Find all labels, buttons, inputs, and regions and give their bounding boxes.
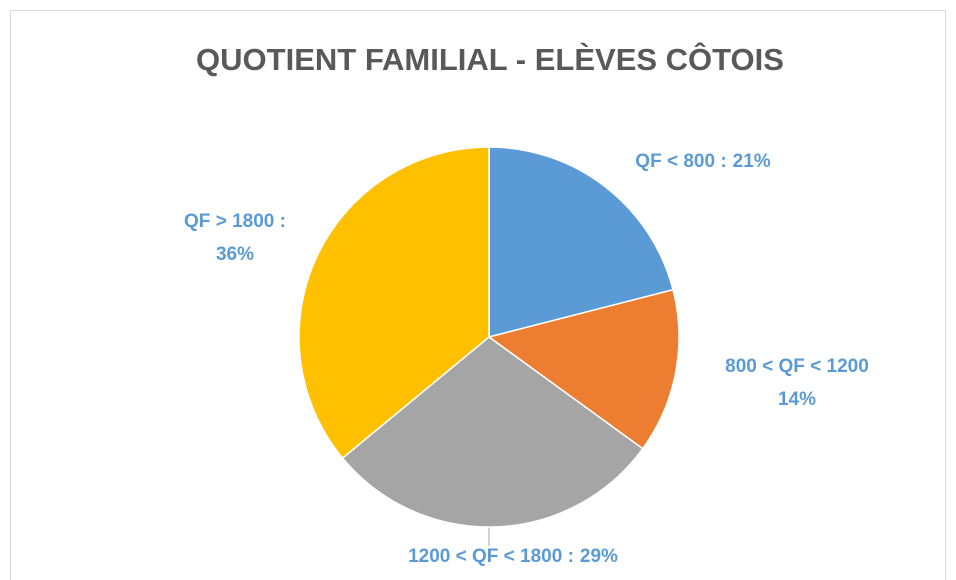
label-value: 29% <box>580 546 618 567</box>
data-label: QF < 800 : 21% <box>635 151 770 172</box>
data-label: 1200 < QF < 1800 : 29% <box>408 546 618 567</box>
pie-slice <box>488 146 674 338</box>
label-value: 14% <box>778 389 816 410</box>
data-label: 800 < QF < 1200 14% <box>725 356 869 410</box>
pie-slice <box>341 336 644 528</box>
label-category: 800 < QF < 1200 <box>725 356 869 377</box>
pie-slice <box>298 146 490 460</box>
label-value: 21% <box>733 151 771 172</box>
chart-title: QUOTIENT FAMILIAL - ELÈVES CÔTOIS <box>196 41 784 77</box>
label-category: QF > 1800 : <box>184 211 286 232</box>
chart-border <box>10 10 946 580</box>
label-category: 1200 < QF < 1800 : <box>408 546 574 567</box>
pie-slice <box>487 288 680 450</box>
label-category: QF < 800 : <box>635 151 726 172</box>
data-label: QF > 1800 : 36% <box>184 211 286 265</box>
label-value: 36% <box>216 244 254 265</box>
